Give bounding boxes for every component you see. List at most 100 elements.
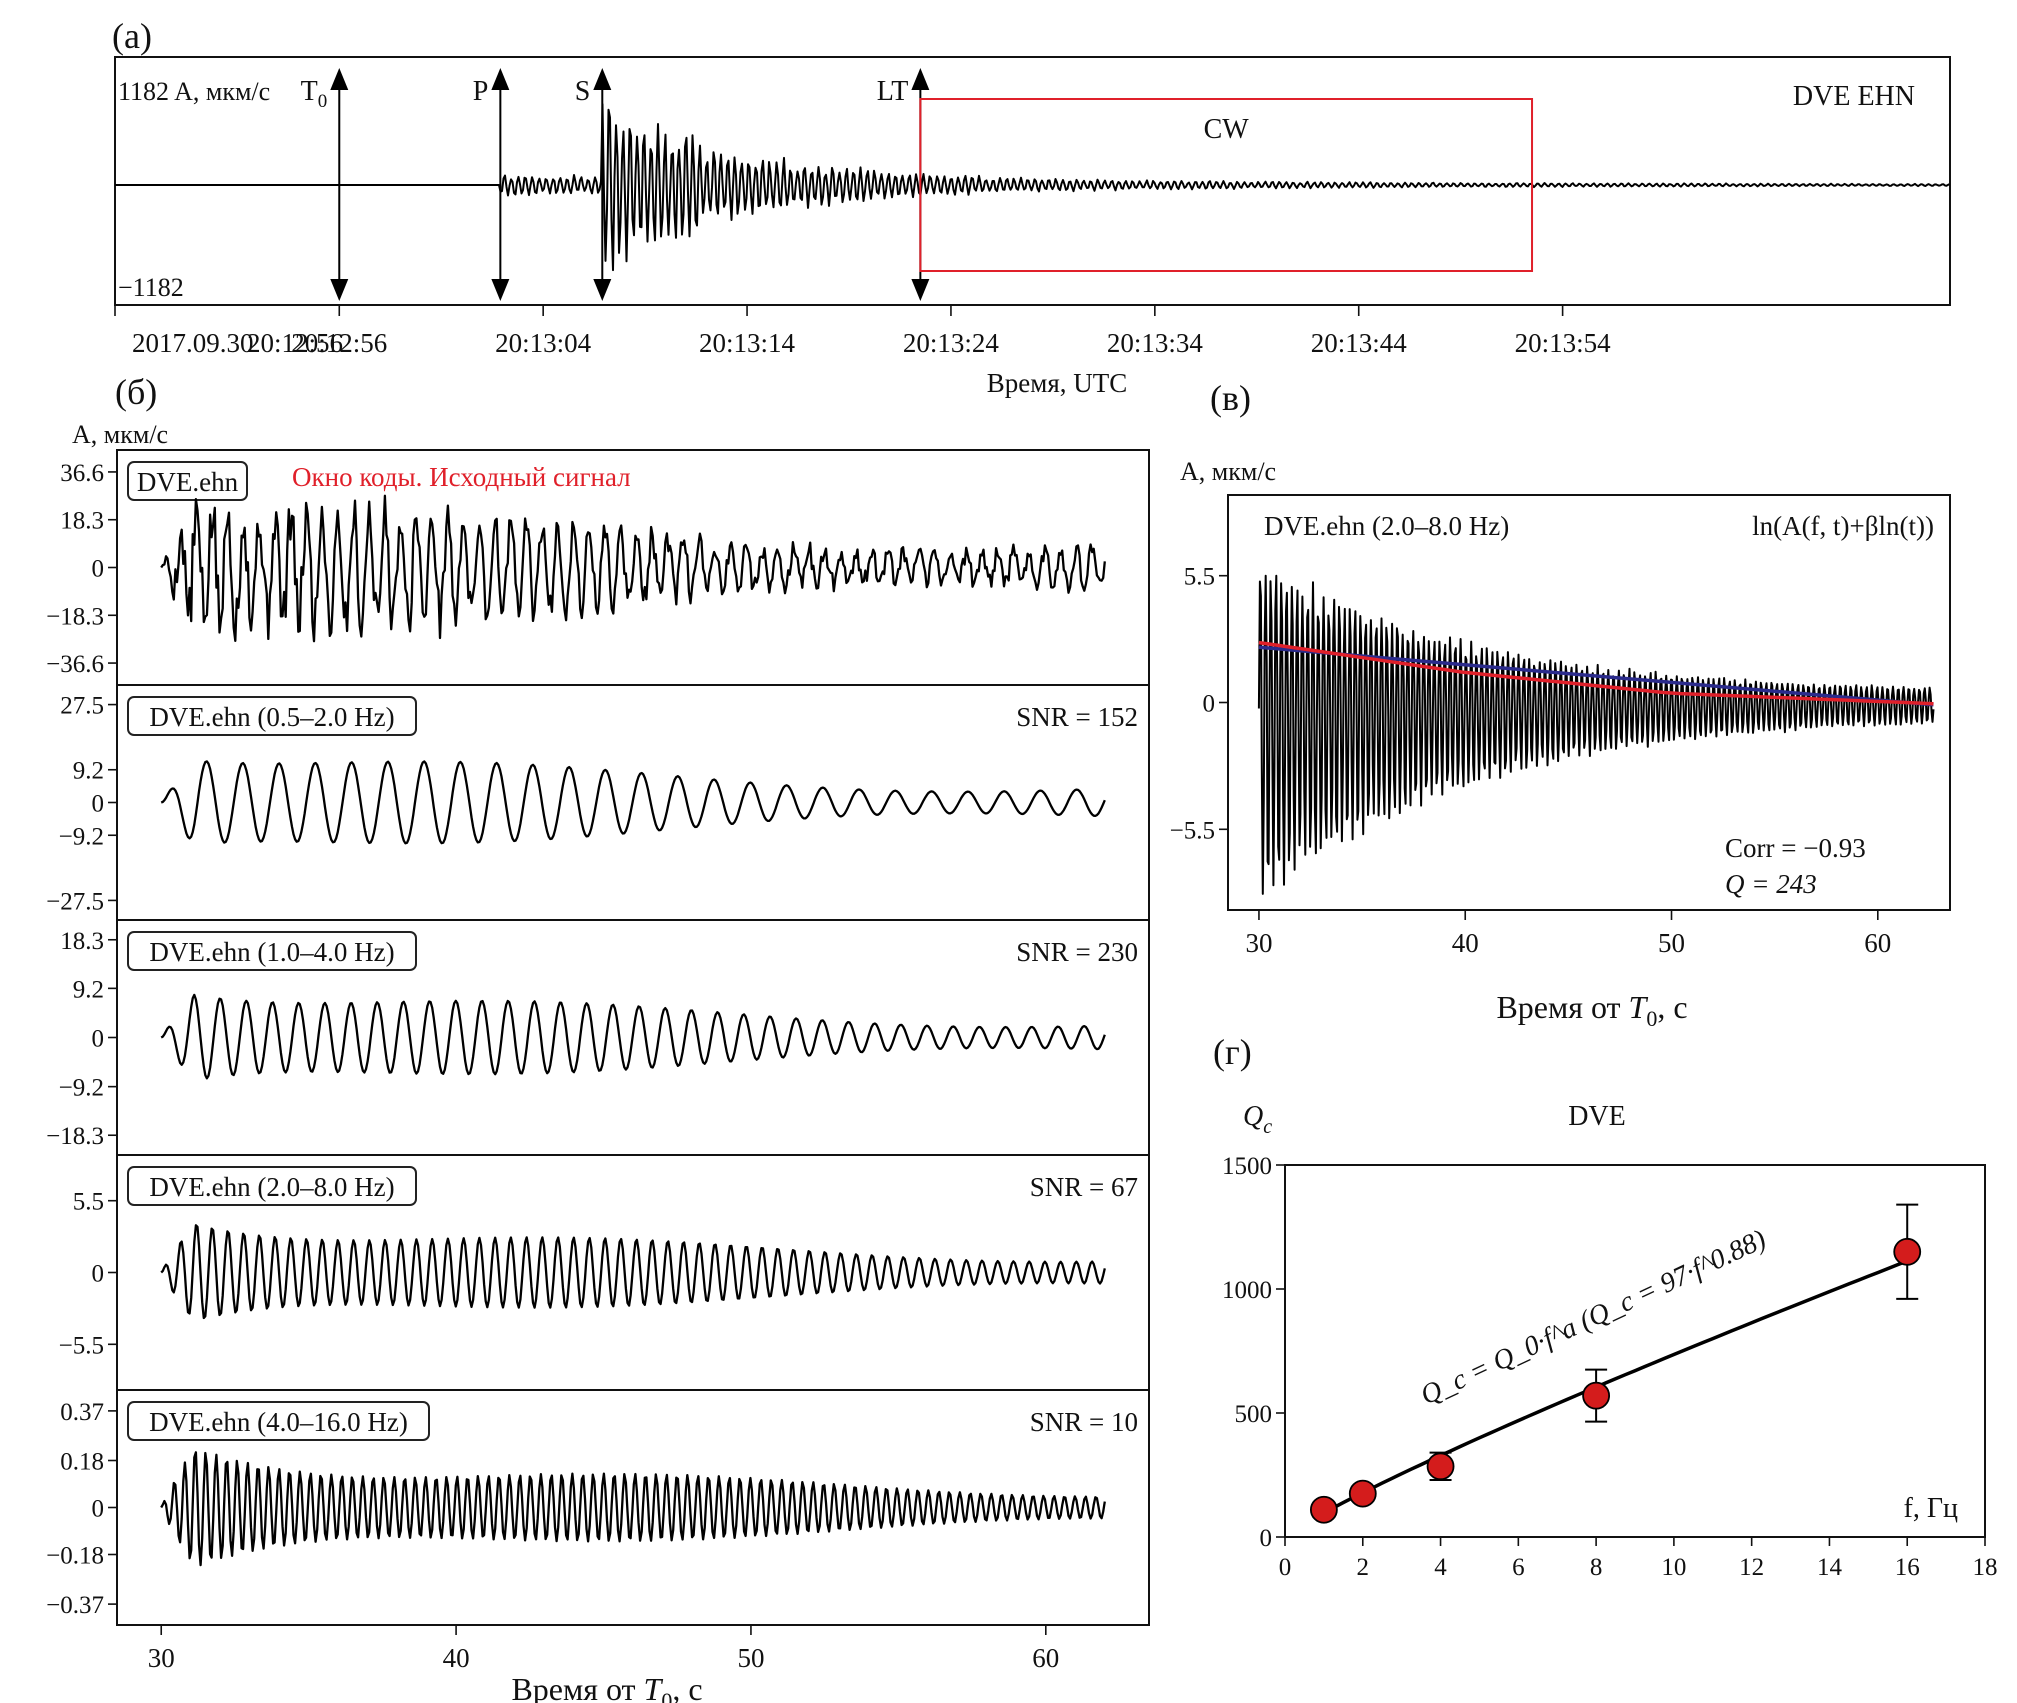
x-tick-label: 30 bbox=[1245, 928, 1272, 958]
y-tick-label: −9.2 bbox=[59, 1075, 104, 1102]
y-tick-label: 1000 bbox=[1222, 1277, 1272, 1304]
arrow-up-icon bbox=[593, 68, 612, 90]
phase-marker-s: S bbox=[575, 68, 612, 301]
panel-a-ymax-label: 1182 A, мкм/с bbox=[118, 77, 270, 106]
panel-a-x-tick-label: 20:13:04 bbox=[495, 328, 592, 358]
subplot-5: 0.37 0.18 0 −0.18 −0.37 DVE.ehn (4.0–16.0 Hz)… bbox=[46, 1389, 1149, 1619]
x-tick-label: 14 bbox=[1817, 1554, 1843, 1581]
subplot-4: 5.5 0 −5.5 DVE.ehn (2.0–8.0 Hz) SNR = 67 bbox=[59, 1154, 1149, 1359]
y-tick-label: 0 bbox=[1203, 691, 1216, 718]
panel-a-x-tick-label: 20:13:34 bbox=[1107, 328, 1204, 358]
panel-b: (б) A, мкм/с 36.6 18.3 0 −18.3 −36.6 DVE.ehn 2… bbox=[46, 372, 1150, 1703]
panel-a-x-label: Время, UTC bbox=[987, 368, 1128, 398]
subplot-2: 27.5 9.2 0 −9.2 −27.5 DVE.ehn (0.5–2.0 Hz) SNR… bbox=[46, 684, 1149, 915]
qc-marker bbox=[1348, 1479, 1377, 1508]
panel-d-x-label: f, Гц bbox=[1904, 1493, 1959, 1524]
qc-point bbox=[1893, 1203, 1922, 1300]
panel-c-x-label: Время от T0, с bbox=[1496, 989, 1687, 1031]
x-tick-label: 30 bbox=[148, 1643, 175, 1673]
arrow-down-icon bbox=[330, 279, 349, 301]
y-tick-label: 5.5 bbox=[73, 1189, 104, 1216]
qc-marker bbox=[1893, 1237, 1922, 1266]
y-tick-label: 0.18 bbox=[60, 1449, 104, 1476]
y-tick-label: −5.5 bbox=[59, 1332, 104, 1359]
x-tick-label: 50 bbox=[737, 1643, 764, 1673]
y-tick-label: 18.3 bbox=[60, 508, 104, 535]
trace-waveform bbox=[160, 1451, 1106, 1567]
phase-marker-t0: T0 bbox=[301, 68, 349, 301]
subplot-1: 36.6 18.3 0 −18.3 −36.6 DVE.ehn bbox=[46, 460, 1106, 678]
panel-c-y-label: A, мкм/с bbox=[1180, 457, 1276, 486]
coda-window-rect bbox=[919, 98, 1534, 272]
trace-waveform bbox=[160, 993, 1106, 1080]
y-tick-label: 0.37 bbox=[60, 1399, 104, 1426]
panel-c-label: (в) bbox=[1210, 378, 1251, 418]
panel-a-label: (a) bbox=[112, 16, 152, 56]
coda-window-label: CW bbox=[1204, 114, 1250, 145]
trace-label-box bbox=[127, 1166, 417, 1206]
qc-point bbox=[1309, 1495, 1338, 1524]
x-tick-label: 10 bbox=[1661, 1554, 1686, 1581]
y-tick-label: 9.2 bbox=[73, 758, 104, 785]
trace-label: DVE.ehn (4.0–16.0 Hz) bbox=[149, 1407, 408, 1437]
y-tick-label: 0 bbox=[92, 1496, 105, 1523]
panel-b-x-axis: 30 40 50 60 bbox=[148, 1625, 1059, 1673]
y-tick-label: −18.3 bbox=[46, 1123, 104, 1150]
y-tick-label: 0 bbox=[1260, 1525, 1273, 1552]
panel-d-y-label: Qc bbox=[1243, 1101, 1272, 1138]
panel-c-trace-label: DVE.ehn (2.0–8.0 Hz) bbox=[1264, 511, 1509, 541]
trace-label-box bbox=[127, 931, 417, 971]
panel-c-coda-envelope bbox=[1257, 574, 1935, 895]
trace-label: DVE.ehn (2.0–8.0 Hz) bbox=[149, 1172, 394, 1202]
panel-c-fit-line-blue bbox=[1258, 645, 1934, 707]
panel-a-frame bbox=[114, 56, 1951, 306]
snr-label: SNR = 152 bbox=[1016, 702, 1138, 732]
x-tick-label: 16 bbox=[1895, 1554, 1920, 1581]
phase-marker-label: LT bbox=[877, 76, 909, 107]
x-tick-label: 0 bbox=[1279, 1554, 1292, 1581]
panel-a-x-axis: 20:12:56 20:13:04 20:13:14 20:13:24 20:13:34… bbox=[114, 305, 1611, 358]
arrow-up-icon bbox=[330, 68, 349, 90]
trace-label-box bbox=[127, 1401, 430, 1441]
panel-a-x-tick-label: 20:12:56 bbox=[247, 328, 343, 358]
snr-label: SNR = 67 bbox=[1030, 1172, 1138, 1202]
trace-label: DVE.ehn (0.5–2.0 Hz) bbox=[149, 702, 394, 732]
phase-marker-label: P bbox=[473, 76, 489, 107]
arrow-down-icon bbox=[491, 279, 510, 301]
panel-c-corr: Corr = −0.93 bbox=[1725, 833, 1866, 863]
y-tick-label: 500 bbox=[1235, 1401, 1273, 1428]
panel-a-phase-markers: T0 P S LT bbox=[301, 68, 930, 301]
panel-d-title: DVE bbox=[1568, 1101, 1626, 1132]
x-tick-label: 60 bbox=[1032, 1643, 1059, 1673]
y-tick-label: −27.5 bbox=[46, 888, 104, 915]
panel-b-label: (б) bbox=[115, 372, 157, 412]
panel-b-x-label: Время от T0, с bbox=[511, 1671, 702, 1703]
y-tick-label: 9.2 bbox=[73, 976, 104, 1003]
x-tick-label: 2 bbox=[1357, 1554, 1370, 1581]
x-tick-label: 6 bbox=[1512, 1554, 1525, 1581]
arrow-up-icon bbox=[491, 68, 510, 90]
y-tick-label: 18.3 bbox=[60, 928, 104, 955]
panel-d-frame bbox=[1284, 1164, 1986, 1538]
panel-a-waveform bbox=[115, 103, 1950, 272]
qc-fit-curve bbox=[1323, 1259, 1908, 1515]
y-tick-label: −0.37 bbox=[46, 1592, 104, 1619]
x-tick-label: 40 bbox=[443, 1643, 470, 1673]
phase-marker-label: T0 bbox=[301, 76, 328, 112]
y-tick-label: 5.5 bbox=[1184, 564, 1215, 591]
arrow-down-icon bbox=[593, 279, 612, 301]
y-tick-label: 0 bbox=[92, 1026, 105, 1053]
qc-point bbox=[1426, 1451, 1455, 1481]
x-tick-label: 50 bbox=[1658, 928, 1685, 958]
y-tick-label: 1500 bbox=[1222, 1153, 1272, 1180]
panel-c-fit-line-red bbox=[1258, 640, 1934, 706]
snr-label: SNR = 230 bbox=[1016, 937, 1138, 967]
y-tick-label: −18.3 bbox=[46, 603, 104, 630]
panel-b-subplots: 36.6 18.3 0 −18.3 −36.6 DVE.ehn 27.5 9.2 0 −9.2 −2… bbox=[46, 460, 1149, 1619]
trace-label: DVE.ehn bbox=[137, 467, 239, 497]
snr-label: SNR = 10 bbox=[1030, 1407, 1138, 1437]
panel-a-x-tick-label: 20:13:24 bbox=[903, 328, 1000, 358]
trace-label: DVE.ehn (1.0–4.0 Hz) bbox=[149, 937, 394, 967]
phase-marker-label: S bbox=[575, 76, 591, 107]
